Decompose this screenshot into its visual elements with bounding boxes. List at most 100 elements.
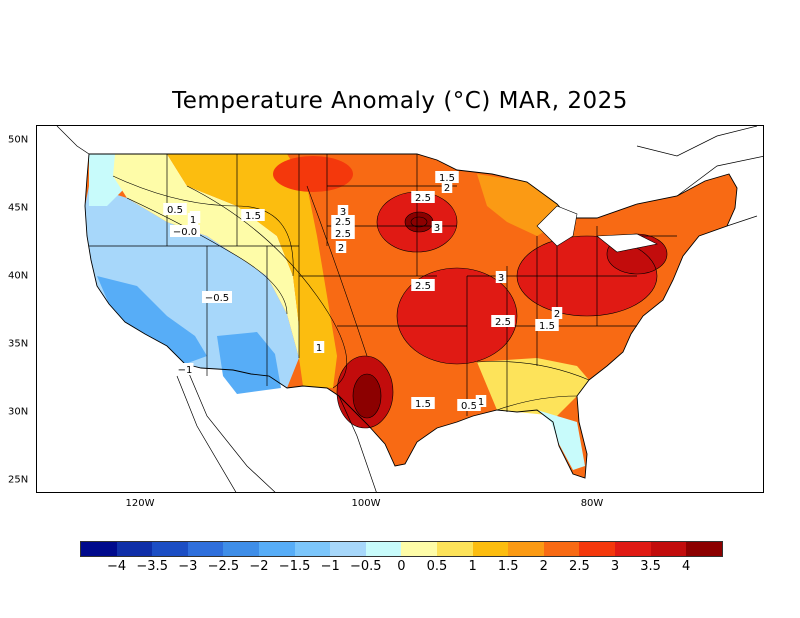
conus-outline: [84, 153, 738, 479]
contour-value-label: 2: [338, 243, 344, 254]
map-canvas: 1.522.532.5322.532.52.521.51.50.5110.51−…: [56, 126, 763, 492]
contour-value-label: 1: [478, 397, 484, 408]
anomaly-map: 1.522.532.5322.532.52.521.51.50.5110.51−…: [36, 125, 764, 493]
contour-value-label: −1: [178, 365, 193, 376]
dakota-hotspot: [273, 156, 353, 192]
florida-lightblue: [537, 410, 585, 470]
contour-label-bg: [411, 397, 435, 409]
colorbar-swatch: [365, 542, 402, 556]
longitude-label: 120W: [125, 498, 155, 509]
contour-value-label: 2.5: [335, 217, 351, 228]
contour-value-label: 1.5: [439, 173, 455, 184]
contour-value-label: 3: [498, 273, 504, 284]
contour-labels: 1.522.532.5322.532.52.521.51.50.5110.51−…: [163, 171, 563, 412]
colorbar-swatch: [686, 542, 722, 556]
latitude-label: 35N: [8, 338, 29, 350]
colorbar-tick-label: −1.5: [278, 559, 311, 574]
colorbar-tick-label: 3.5: [640, 559, 661, 574]
colorbar-swatch: [650, 542, 687, 556]
contour-label-bg: [313, 341, 325, 353]
latitude-label: 40N: [8, 270, 29, 282]
texas-core: [353, 374, 381, 418]
colorbar-swatch: [543, 542, 580, 556]
mexico-coast: [176, 363, 377, 492]
colorbar-tick-label: 0.5: [426, 559, 448, 574]
contour-label-bg: [431, 221, 443, 233]
map-title: Temperature Anomaly (°C) MAR, 2025: [172, 88, 628, 114]
contour-label-bg: [337, 205, 349, 217]
contour-lines: [112, 175, 668, 429]
midwest-hotspot: [397, 268, 517, 364]
colorbar-swatch: [81, 542, 117, 556]
colorbar-tick-label: 3: [610, 559, 620, 574]
contour-value-label: 2.5: [415, 281, 431, 292]
contour-value-label: 1.5: [539, 321, 555, 332]
latitude-label: 30N: [8, 406, 29, 418]
colorbar-swatch: [508, 542, 544, 556]
contour-label-bg: [441, 181, 453, 193]
contour-label-bg: [535, 319, 559, 331]
contour-value-label: 2: [554, 309, 560, 320]
contour-label-bg: [170, 225, 200, 237]
contour-value-label: 3: [434, 223, 440, 234]
colorbar-swatch: [258, 542, 295, 556]
contour-value-label: 0.5: [461, 401, 477, 412]
arizona-blue-region: [217, 332, 281, 394]
contour-label-bg: [411, 191, 435, 203]
latitude-label: 25N: [8, 474, 29, 486]
contour-label-bg: [475, 395, 487, 407]
contour-label-bg: [331, 227, 355, 239]
contour-label-bg: [457, 399, 481, 411]
contour-label-bg: [551, 307, 563, 319]
colorbar-tick-label: 0: [397, 559, 406, 574]
colorbar-swatch: [579, 542, 615, 556]
colorbar-swatch: [152, 542, 188, 556]
colorbar-tick-label: −3.5: [136, 559, 168, 574]
contour-label-bg: [163, 203, 187, 215]
colorbar: [80, 541, 723, 557]
contour-value-label: 2.5: [415, 193, 431, 204]
contour-value-label: −0.0: [173, 227, 197, 238]
colorbar-tick-label: 1.5: [497, 559, 519, 574]
southeast-yellow-region: [477, 358, 589, 416]
contour-label-bg: [331, 215, 355, 227]
colorbar-swatch: [116, 542, 153, 556]
canada-coast: [56, 126, 763, 227]
colorbar-swatch: [330, 542, 366, 556]
colorbar-swatch: [436, 542, 473, 556]
colorbar-swatch: [614, 542, 651, 556]
contour-value-label: 2: [444, 183, 450, 194]
contour-value-label: 2.5: [495, 317, 511, 328]
longitude-label: 100W: [351, 498, 381, 509]
contour-value-label: 1: [316, 343, 322, 354]
rockies-orange-region: [167, 154, 337, 388]
colorbar-swatch: [472, 542, 509, 556]
colorbar-swatch: [294, 542, 331, 556]
contour-label-bg: [176, 363, 194, 375]
colorbar-tick-label: −4: [107, 559, 127, 574]
longitude-label: 80W: [580, 498, 604, 509]
colorbar-swatch: [401, 542, 437, 556]
colorbar-tick-label: −2: [249, 559, 269, 574]
colorbar-tick-label: −3: [178, 559, 198, 574]
contour-label-bg: [495, 271, 507, 283]
state-boundaries: [89, 154, 677, 416]
colorbar-tick-label: −2.5: [207, 559, 240, 574]
iowa-core: [405, 212, 433, 232]
contour-value-label: 1.5: [245, 211, 261, 222]
great-lakes: [536, 205, 658, 253]
rockies-yellow-region: [113, 154, 299, 358]
contour-value-label: 2.5: [335, 229, 351, 240]
colorbar-tick-label: 2: [539, 559, 548, 574]
latitude-label: 45N: [8, 202, 29, 214]
colorbar-tick-label: −1: [320, 559, 340, 574]
colorbar-tick-label: 4: [682, 559, 691, 574]
southwest-blue-region: [97, 276, 207, 364]
contour-label-bg: [202, 291, 232, 303]
contour-value-label: 1: [190, 215, 196, 226]
contour-value-label: 0.5: [167, 205, 183, 216]
contour-label-bg: [411, 279, 435, 291]
colorbar-swatch: [187, 542, 224, 556]
contour-label-bg: [435, 171, 459, 183]
contour-label-bg: [491, 315, 515, 327]
